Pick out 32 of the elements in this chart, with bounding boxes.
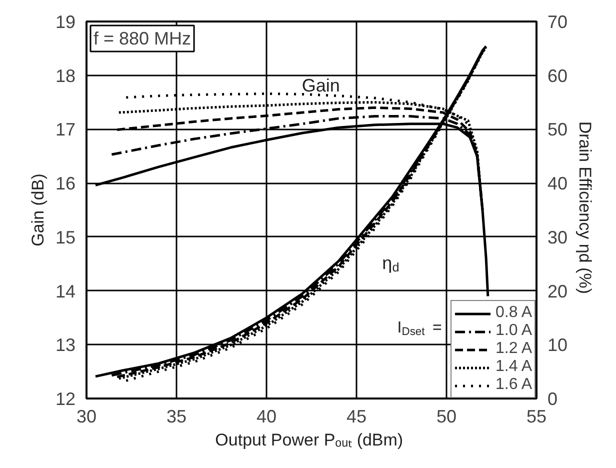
y2-tick-label: 70: [548, 12, 568, 32]
y-tick-label: 13: [55, 335, 76, 356]
x-tick-label: 55: [526, 406, 547, 426]
x-tick-label: 30: [76, 406, 97, 426]
y2-tick-label: 30: [548, 227, 568, 248]
x-axis-title: Output Power Pₒᵤₜ (dBm): [215, 430, 404, 450]
y2-tick-label: 40: [548, 174, 568, 194]
legend-label: 1.0 A: [496, 322, 532, 340]
annotation: Gain: [302, 76, 340, 96]
y2-tick-label: 10: [548, 335, 568, 356]
x-tick-label: 35: [166, 406, 187, 426]
y2-axis-title: Drain Efficiency ηd (%): [576, 121, 595, 294]
legend-label: 0.8 A: [496, 304, 532, 322]
y-axis-title: Gain (dB): [28, 174, 48, 246]
y-tick-label: 18: [55, 66, 76, 86]
annotation: f = 880 MHz: [94, 28, 192, 48]
y2-tick-label: 0: [548, 389, 558, 409]
y2-tick-label: 20: [548, 281, 568, 302]
y-tick-label: 17: [55, 120, 76, 140]
y-tick-label: 16: [55, 174, 76, 194]
y2-tick-label: 60: [548, 66, 568, 86]
y-tick-label: 14: [55, 281, 76, 302]
legend-label: 1.4 A: [496, 358, 532, 376]
y-tick-label: 12: [55, 389, 76, 409]
y-tick-label: 19: [55, 12, 76, 32]
legend-label: 1.2 A: [496, 340, 532, 358]
y-tick-label: 15: [55, 227, 76, 248]
x-tick-label: 40: [256, 406, 277, 426]
x-tick-label: 50: [436, 406, 457, 426]
y2-tick-label: 50: [548, 120, 568, 140]
legend-label: 1.6 A: [496, 376, 532, 394]
x-tick-label: 45: [346, 406, 367, 426]
